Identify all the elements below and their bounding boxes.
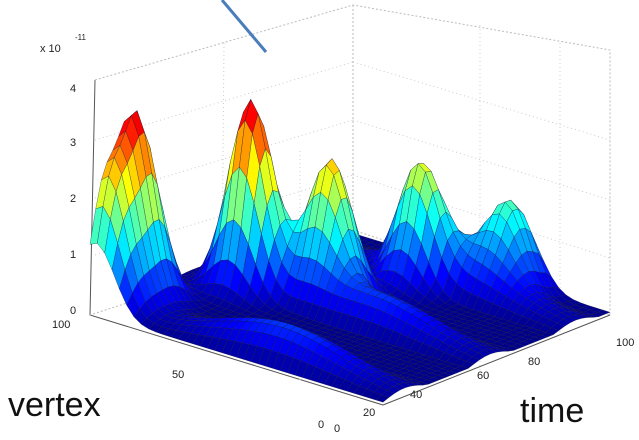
z-tick-label: 1	[70, 249, 76, 261]
exponent-power: -11	[75, 33, 87, 42]
x-tick-label: 50	[172, 369, 184, 381]
exponent-base: x 10	[40, 43, 61, 55]
x-tick-label: 100	[52, 319, 70, 331]
x-tick-labels: 100 50 0	[52, 319, 324, 431]
z-tick-labels: 4 3 2 1 0	[70, 83, 76, 317]
z-tick-label: 0	[70, 305, 76, 317]
annotation-arrow	[220, 0, 268, 53]
z-tick-label: 4	[70, 83, 76, 95]
y-tick-label: 20	[363, 407, 375, 419]
x-tick-label: 0	[318, 419, 324, 431]
y-tick-label: 60	[477, 370, 489, 382]
time-axis-line	[382, 314, 611, 406]
y-tick-label: 0	[334, 423, 340, 435]
z-tick-label: 2	[70, 193, 76, 205]
surface-mesh	[89, 98, 611, 403]
y-axis-label: time	[520, 392, 585, 430]
y-tick-label: 80	[528, 356, 540, 368]
y-tick-label: 40	[410, 389, 422, 401]
z-tick-label: 3	[70, 137, 76, 149]
y-tick-labels: 0 20 40 60 80 100	[334, 337, 634, 435]
surface-patch	[375, 394, 389, 403]
y-tick-label: 100	[616, 337, 634, 349]
x-axis-label: vertex	[8, 386, 101, 424]
